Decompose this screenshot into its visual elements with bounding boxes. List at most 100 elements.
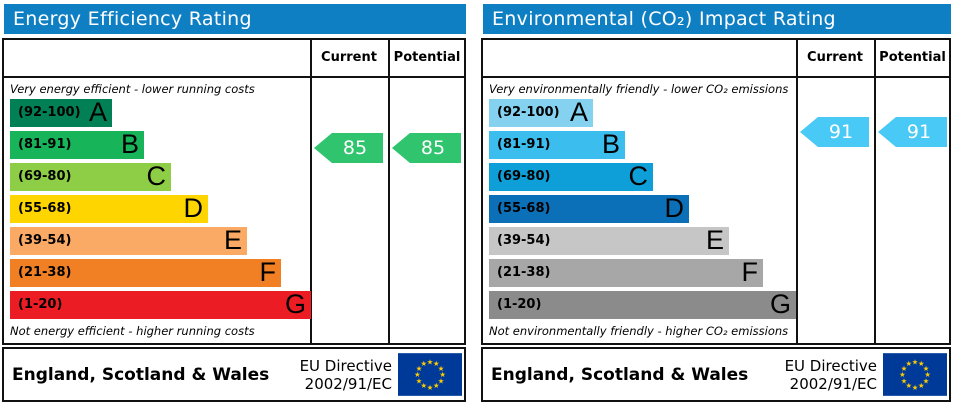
eu-flag-icon: ★ ★ ★ ★ ★ ★ ★ ★ ★ ★ ★ ★ <box>398 353 462 396</box>
svg-text:★: ★ <box>427 383 434 392</box>
band-d: (55-68) D <box>10 192 208 223</box>
column-divider <box>874 40 876 343</box>
current-rating-value: 91 <box>828 121 854 143</box>
co2-panel-title: Environmental (CO₂) Impact Rating <box>483 4 951 34</box>
potential-rating-arrow: 85 <box>392 133 461 163</box>
svg-text:★: ★ <box>912 383 919 392</box>
band-f-letter: F <box>741 256 759 287</box>
current-rating-value: 85 <box>342 137 368 159</box>
band-b: (81-91) B <box>489 128 625 159</box>
footer: England, Scotland & Wales EU Directive 2… <box>481 347 951 402</box>
svg-text:★: ★ <box>420 381 427 390</box>
eu-directive-line2: 2002/91/EC <box>789 374 877 393</box>
svg-text:★: ★ <box>905 359 912 368</box>
band-e-letter: E <box>705 224 724 255</box>
band-g: (1-20) G <box>10 290 311 319</box>
band-a-range: (92-100) <box>18 105 81 120</box>
energy-efficiency-panel: Energy Efficiency Rating Current Potenti… <box>2 0 466 404</box>
eu-directive-line1: EU Directive <box>299 356 392 375</box>
band-a: (92-100) A <box>489 96 593 127</box>
bottom-caption: Not energy efficient - higher running co… <box>10 324 255 338</box>
band-c: (69-80) C <box>10 160 171 191</box>
band-d-letter: D <box>664 192 685 223</box>
band-g-letter: G <box>769 288 791 319</box>
potential-rating-value: 91 <box>906 121 932 143</box>
band-e: (39-54) E <box>10 224 247 255</box>
potential-rating-arrow: 91 <box>878 117 947 147</box>
band-d-range: (55-68) <box>497 201 551 216</box>
svg-text:★: ★ <box>923 364 930 373</box>
band-c-letter: C <box>146 160 167 191</box>
band-a-letter: A <box>569 96 588 127</box>
svg-text:★: ★ <box>414 370 421 379</box>
band-a: (92-100) A <box>10 98 112 127</box>
band-b: (81-91) B <box>10 128 144 159</box>
svg-text:★: ★ <box>420 359 427 368</box>
footer: England, Scotland & Wales EU Directive 2… <box>2 347 466 402</box>
top-caption: Very energy efficient - lower running co… <box>10 82 255 96</box>
band-c-letter: C <box>628 160 649 191</box>
svg-text:★: ★ <box>439 370 446 379</box>
column-divider <box>388 40 390 343</box>
eu-directive-line2: 2002/91/EC <box>304 374 392 393</box>
band-g-range: (1-20) <box>497 297 542 312</box>
svg-text:★: ★ <box>416 377 423 386</box>
column-divider <box>310 40 312 343</box>
co2-impact-panel: Environmental (CO₂) Impact Rating Curren… <box>481 0 951 404</box>
band-f: (21-38) F <box>10 256 281 287</box>
svg-text:★: ★ <box>901 377 908 386</box>
eu-flag-icon: ★ ★ ★ ★ ★ ★ ★ ★ ★ ★ ★ ★ <box>883 353 947 396</box>
band-e: (39-54) E <box>489 224 729 255</box>
energy-panel-title: Energy Efficiency Rating <box>4 4 466 34</box>
eu-directive-label: EU Directive 2002/91/EC <box>300 357 392 393</box>
co2-rating-table: Current Potential Very environmentally f… <box>481 38 951 345</box>
band-g: (1-20) G <box>489 288 796 319</box>
band-b-letter: B <box>120 128 139 159</box>
band-d-letter: D <box>183 192 204 223</box>
svg-text:★: ★ <box>918 359 925 368</box>
svg-text:★: ★ <box>427 358 434 367</box>
eu-directive-line1: EU Directive <box>784 356 877 375</box>
potential-column-header: Potential <box>879 50 946 65</box>
band-d: (55-68) D <box>489 192 689 223</box>
band-e-letter: E <box>223 224 242 255</box>
svg-text:★: ★ <box>433 359 440 368</box>
band-f-range: (21-38) <box>18 265 72 280</box>
column-divider <box>796 40 798 343</box>
current-column-header: Current <box>321 50 377 65</box>
potential-column-header: Potential <box>393 50 461 65</box>
band-d-range: (55-68) <box>18 201 72 216</box>
band-f-letter: F <box>259 256 277 287</box>
svg-text:★: ★ <box>416 364 423 373</box>
current-rating-arrow: 91 <box>800 117 869 147</box>
svg-text:★: ★ <box>899 370 906 379</box>
header-divider <box>483 76 949 78</box>
potential-rating-value: 85 <box>420 137 446 159</box>
eu-directive-label: EU Directive 2002/91/EC <box>785 357 877 393</box>
band-c-range: (69-80) <box>18 169 72 184</box>
band-b-range: (81-91) <box>497 137 551 152</box>
band-a-range: (92-100) <box>497 105 560 120</box>
current-rating-arrow: 85 <box>314 133 383 163</box>
band-b-letter: B <box>601 128 620 159</box>
svg-text:★: ★ <box>433 381 440 390</box>
region-label: England, Scotland & Wales <box>12 364 270 385</box>
svg-text:★: ★ <box>905 381 912 390</box>
band-f: (21-38) F <box>489 256 763 287</box>
svg-text:★: ★ <box>918 381 925 390</box>
region-label: England, Scotland & Wales <box>491 364 749 385</box>
svg-text:★: ★ <box>901 364 908 373</box>
band-c: (69-80) C <box>489 160 653 191</box>
svg-text:★: ★ <box>912 358 919 367</box>
svg-text:★: ★ <box>924 370 931 379</box>
band-c-range: (69-80) <box>497 169 551 184</box>
bottom-caption: Not environmentally friendly - higher CO… <box>489 324 789 338</box>
band-f-range: (21-38) <box>497 265 551 280</box>
svg-text:★: ★ <box>438 377 445 386</box>
band-b-range: (81-91) <box>18 137 72 152</box>
top-caption: Very environmentally friendly - lower CO… <box>489 82 789 96</box>
band-g-range: (1-20) <box>18 297 63 312</box>
svg-text:★: ★ <box>923 377 930 386</box>
band-e-range: (39-54) <box>497 233 551 248</box>
header-divider <box>4 76 464 78</box>
